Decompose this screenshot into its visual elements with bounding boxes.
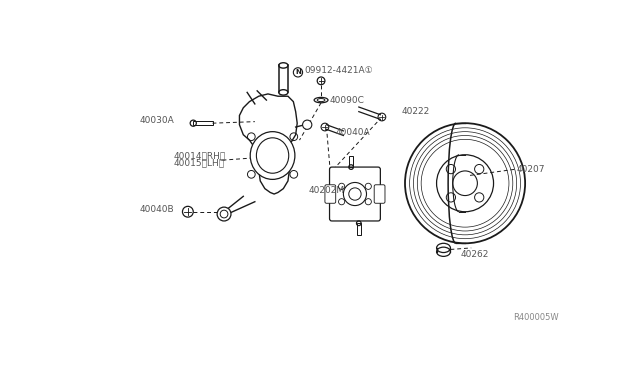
Text: 40202M: 40202M xyxy=(308,186,345,195)
Text: 40090C: 40090C xyxy=(330,96,364,105)
Circle shape xyxy=(217,207,231,221)
Text: 40222: 40222 xyxy=(401,107,429,116)
FancyBboxPatch shape xyxy=(325,185,336,203)
Text: 40207: 40207 xyxy=(516,165,545,174)
Text: 40015〈LH〉: 40015〈LH〉 xyxy=(174,159,225,168)
Ellipse shape xyxy=(250,132,295,179)
Text: R400005W: R400005W xyxy=(513,313,559,322)
Ellipse shape xyxy=(314,97,328,103)
Text: 09912-4421A①: 09912-4421A① xyxy=(304,65,373,74)
Text: 40040A: 40040A xyxy=(336,128,371,137)
Text: N: N xyxy=(295,69,301,76)
Text: 40014〈RH〉: 40014〈RH〉 xyxy=(174,151,227,160)
FancyBboxPatch shape xyxy=(374,185,385,203)
Text: 40040B: 40040B xyxy=(140,205,174,214)
FancyBboxPatch shape xyxy=(330,167,380,221)
Text: 40262: 40262 xyxy=(460,250,489,259)
Text: 40030A: 40030A xyxy=(140,116,174,125)
Circle shape xyxy=(303,120,312,129)
